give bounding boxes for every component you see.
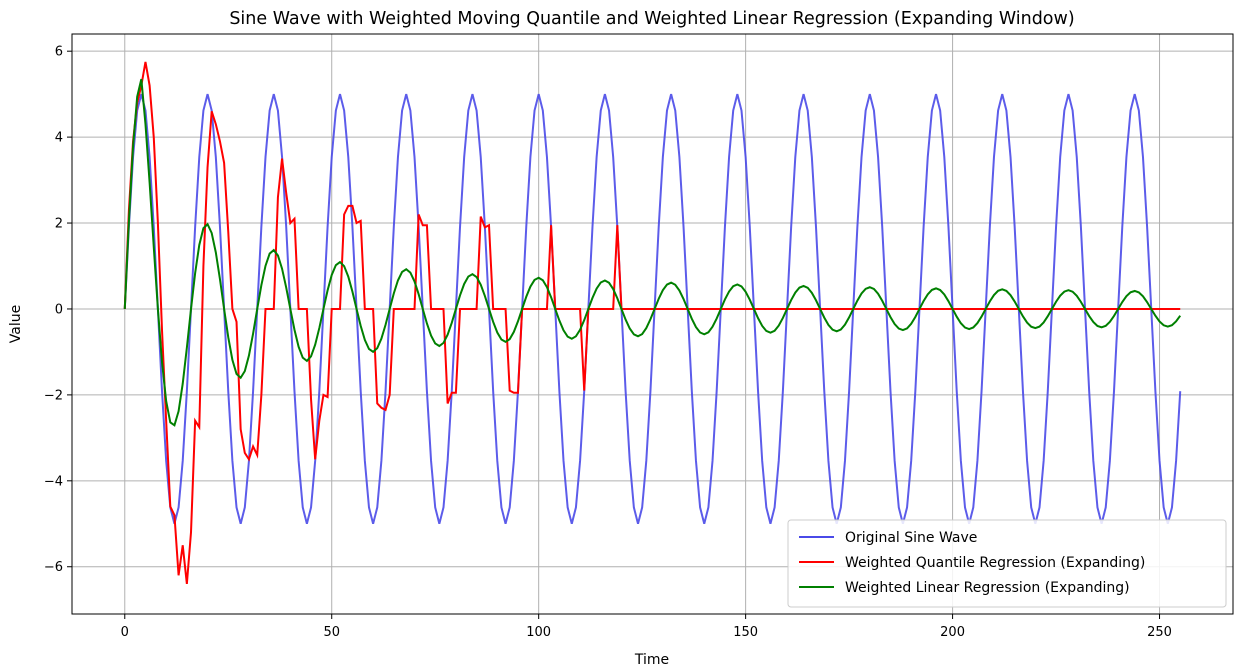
series-weighted-quantile	[123, 61, 1181, 585]
y-tick-label: 6	[55, 45, 63, 60]
y-tick-label: −4	[44, 474, 63, 489]
y-tick-label: 2	[55, 217, 63, 232]
plot-frame	[71, 33, 1234, 615]
x-tick-label: 0	[121, 625, 129, 640]
legend-label: Weighted Quantile Regression (Expanding)	[845, 555, 1145, 571]
x-tick-label: 200	[940, 625, 965, 640]
axis-ticks: 0 50 100 150 200 250 −6 −4 −2 0 2 4 6	[44, 45, 1172, 640]
series-weighted-linear	[123, 78, 1182, 427]
legend-label: Weighted Linear Regression (Expanding)	[845, 580, 1130, 596]
x-tick-label: 100	[526, 625, 551, 640]
series-original-sine	[123, 93, 1182, 525]
x-tick-label: 150	[733, 625, 758, 640]
chart-title: Sine Wave with Weighted Moving Quantile …	[229, 9, 1074, 29]
y-tick-label: 0	[55, 302, 63, 317]
legend: Original Sine Wave Weighted Quantile Regr…	[787, 519, 1227, 608]
y-tick-label: −2	[44, 388, 63, 403]
x-tick-label: 250	[1147, 625, 1172, 640]
x-tick-label: 50	[323, 625, 340, 640]
y-tick-label: 4	[55, 131, 63, 146]
y-axis-label: Value	[8, 305, 24, 343]
series-lines	[123, 61, 1182, 585]
legend-label: Original Sine Wave	[845, 530, 977, 546]
x-axis-label: Time	[634, 652, 669, 668]
y-tick-label: −6	[44, 560, 63, 575]
legend-box	[787, 519, 1227, 608]
